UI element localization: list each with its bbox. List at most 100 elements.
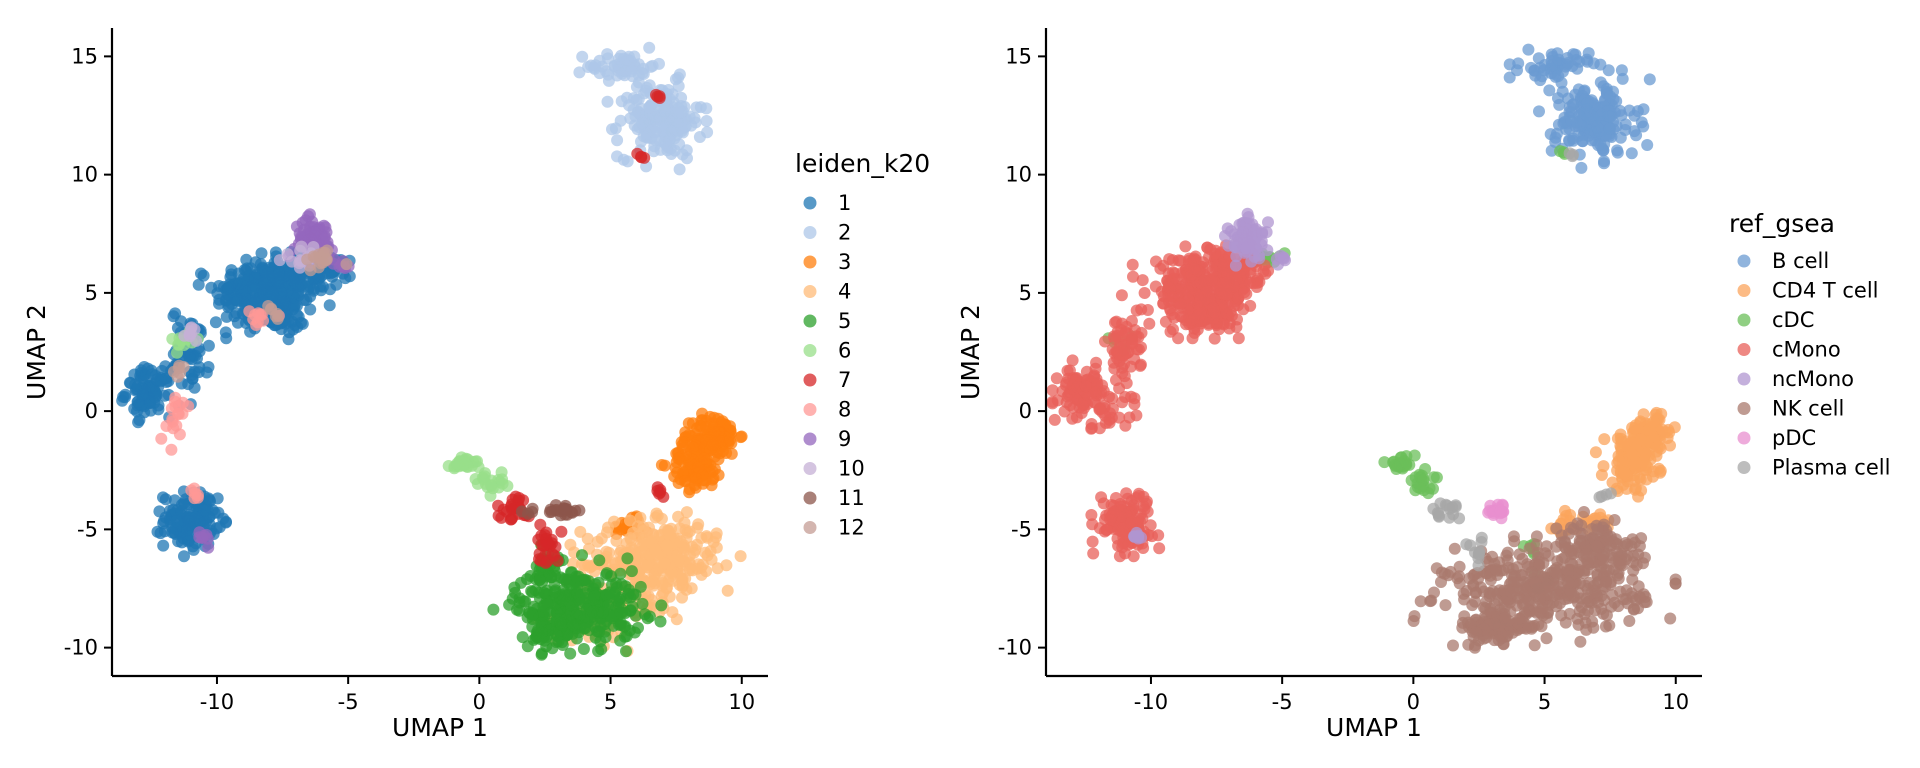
data-point bbox=[1176, 311, 1189, 323]
legend-swatch bbox=[1737, 372, 1751, 386]
data-point bbox=[576, 50, 589, 63]
data-point bbox=[700, 115, 713, 127]
data-point bbox=[1641, 139, 1654, 151]
data-point bbox=[1512, 612, 1525, 625]
legend-swatch bbox=[803, 432, 817, 446]
data-point bbox=[578, 559, 591, 572]
data-point bbox=[1640, 473, 1653, 486]
data-point bbox=[294, 231, 307, 244]
data-point bbox=[673, 68, 686, 81]
data-point bbox=[1492, 634, 1505, 647]
data-point bbox=[543, 506, 556, 519]
data-point bbox=[1134, 359, 1147, 372]
data-point bbox=[1408, 449, 1421, 462]
data-point bbox=[1066, 354, 1079, 367]
data-point bbox=[1066, 412, 1079, 425]
data-point bbox=[219, 326, 232, 339]
data-point bbox=[1046, 384, 1059, 397]
data-point bbox=[1620, 435, 1633, 448]
legend-label: ncMono bbox=[1772, 367, 1854, 391]
data-point bbox=[202, 541, 215, 554]
data-point bbox=[712, 453, 725, 466]
data-point bbox=[1261, 244, 1274, 257]
data-point bbox=[166, 332, 179, 345]
x-tick-label: 5 bbox=[604, 690, 617, 714]
data-point bbox=[485, 480, 498, 492]
data-point bbox=[1453, 577, 1466, 590]
data-point bbox=[624, 604, 637, 617]
data-point bbox=[1612, 455, 1625, 467]
data-point bbox=[1475, 536, 1488, 548]
legend-item: 7 bbox=[803, 368, 851, 392]
data-point bbox=[548, 586, 561, 598]
legend-label: B cell bbox=[1772, 249, 1829, 273]
data-point bbox=[1163, 253, 1176, 266]
data-point bbox=[1621, 538, 1634, 551]
legend-item: 1 bbox=[803, 191, 851, 215]
data-point bbox=[1591, 568, 1604, 581]
legend-label: cMono bbox=[1772, 338, 1841, 362]
data-point bbox=[217, 512, 230, 525]
data-point bbox=[1046, 395, 1059, 408]
data-point bbox=[1185, 313, 1198, 326]
y-tick-label: 0 bbox=[85, 399, 98, 423]
data-point bbox=[1204, 243, 1217, 256]
data-point bbox=[577, 643, 590, 655]
legend-label: 7 bbox=[838, 368, 851, 392]
data-point bbox=[1086, 535, 1099, 548]
data-point bbox=[734, 550, 747, 563]
data-point bbox=[1470, 586, 1482, 599]
data-point bbox=[516, 631, 529, 644]
legend-swatch bbox=[803, 226, 817, 239]
data-point bbox=[1126, 258, 1139, 271]
data-point bbox=[535, 626, 548, 639]
data-point bbox=[266, 288, 279, 301]
data-point bbox=[672, 452, 685, 465]
data-point bbox=[1447, 639, 1459, 652]
data-point bbox=[673, 163, 686, 176]
data-point bbox=[556, 594, 569, 607]
data-point bbox=[1598, 155, 1610, 168]
data-point bbox=[653, 90, 666, 103]
data-point bbox=[649, 111, 662, 124]
data-point bbox=[1621, 549, 1634, 562]
data-point bbox=[158, 525, 171, 538]
data-point bbox=[619, 620, 632, 633]
data-point bbox=[1449, 499, 1462, 512]
data-point bbox=[673, 138, 686, 151]
data-point bbox=[1425, 594, 1438, 607]
data-point bbox=[695, 568, 708, 581]
data-point bbox=[1594, 58, 1607, 71]
data-point bbox=[1635, 116, 1648, 129]
data-point bbox=[1522, 43, 1535, 56]
legend-item: NK cell bbox=[1737, 397, 1844, 421]
data-point bbox=[628, 626, 641, 639]
data-point bbox=[192, 278, 205, 291]
data-point bbox=[658, 557, 671, 570]
data-point bbox=[655, 459, 668, 471]
data-point bbox=[1625, 587, 1638, 600]
data-point bbox=[546, 548, 559, 561]
data-point bbox=[653, 487, 666, 500]
data-point bbox=[1532, 618, 1545, 631]
data-point bbox=[1602, 564, 1615, 577]
data-point bbox=[173, 428, 186, 441]
data-point bbox=[1205, 273, 1218, 286]
data-point bbox=[540, 640, 553, 653]
data-point bbox=[1532, 551, 1545, 564]
data-point bbox=[620, 645, 632, 658]
data-point bbox=[1596, 142, 1609, 155]
data-point bbox=[1614, 104, 1626, 117]
data-point bbox=[680, 583, 693, 596]
y-tick-label: 0 bbox=[1019, 399, 1032, 423]
data-point bbox=[550, 629, 563, 642]
data-point bbox=[602, 68, 615, 81]
y-tick-label: -5 bbox=[77, 517, 98, 541]
data-point bbox=[1664, 612, 1677, 625]
data-point bbox=[1513, 548, 1526, 561]
series-4-points bbox=[1046, 237, 1275, 563]
data-point bbox=[1626, 573, 1639, 586]
data-point bbox=[165, 443, 178, 456]
legend-swatch bbox=[803, 403, 817, 416]
data-point bbox=[1560, 542, 1573, 555]
